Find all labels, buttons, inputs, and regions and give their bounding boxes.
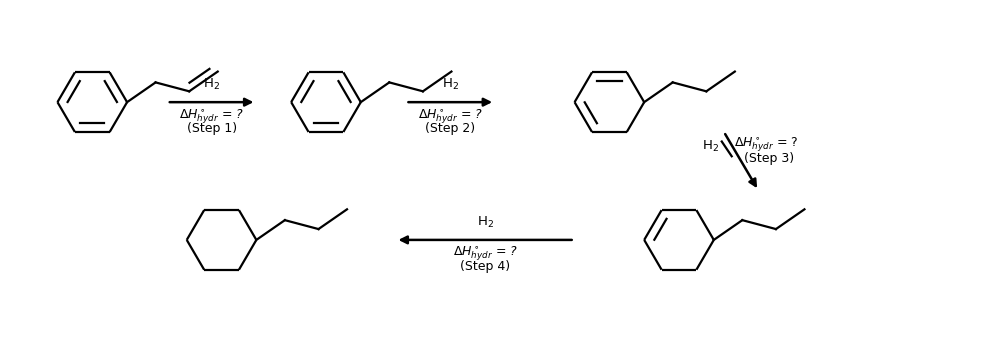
Text: (Step 2): (Step 2): [425, 122, 475, 135]
Text: H$_2$: H$_2$: [477, 215, 494, 230]
Text: H$_2$: H$_2$: [702, 139, 719, 154]
Text: (Step 1): (Step 1): [187, 122, 237, 135]
Text: $\Delta H^\circ_{hydr}$ = ?: $\Delta H^\circ_{hydr}$ = ?: [734, 135, 798, 154]
Text: H$_2$: H$_2$: [442, 77, 459, 92]
Text: $\Delta H^\circ_{hydr}$ = ?: $\Delta H^\circ_{hydr}$ = ?: [418, 107, 483, 126]
Text: (Step 3): (Step 3): [744, 152, 794, 165]
Text: (Step 4): (Step 4): [460, 260, 510, 273]
Text: H$_2$: H$_2$: [203, 77, 220, 92]
Text: $\Delta H^\circ_{hydr}$ = ?: $\Delta H^\circ_{hydr}$ = ?: [453, 245, 518, 264]
Text: $\Delta H^\circ_{hydr}$ = ?: $\Delta H^\circ_{hydr}$ = ?: [179, 107, 244, 126]
